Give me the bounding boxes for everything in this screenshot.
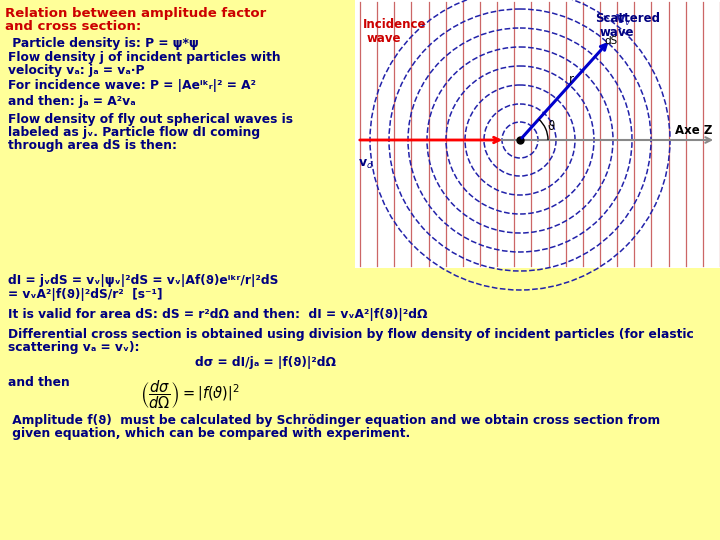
Text: r: r — [569, 73, 574, 86]
Text: and then: and then — [8, 376, 70, 389]
Text: V$_v$: V$_v$ — [616, 12, 632, 28]
Text: v$_d$: v$_d$ — [358, 158, 374, 171]
Text: For incidence wave: P = |Aeⁱᵏᵣ|² = A²: For incidence wave: P = |Aeⁱᵏᵣ|² = A² — [8, 79, 256, 92]
Text: labeled as jᵥ. Particle flow dI coming: labeled as jᵥ. Particle flow dI coming — [8, 126, 260, 139]
Text: scattering vₐ = vᵥ):: scattering vₐ = vᵥ): — [8, 341, 140, 354]
Text: dS: dS — [605, 36, 618, 46]
Text: Incidence: Incidence — [363, 18, 426, 31]
Bar — [355, 0, 720, 268]
Text: dσ = dI/jₐ = |f(ϑ)|²dΩ: dσ = dI/jₐ = |f(ϑ)|²dΩ — [195, 356, 336, 369]
Text: dI = jᵥdS = vᵥ|ψᵥ|²dS = vᵥ|Af(ϑ)eⁱᵏʳ/r|²dS: dI = jᵥdS = vᵥ|ψᵥ|²dS = vᵥ|Af(ϑ)eⁱᵏʳ/r|²… — [8, 274, 279, 287]
Text: Axe Z: Axe Z — [675, 124, 712, 137]
Text: wave: wave — [367, 32, 402, 45]
Text: wave: wave — [600, 26, 634, 39]
Text: and cross section:: and cross section: — [5, 20, 141, 33]
Text: Flow density j of incident particles with: Flow density j of incident particles wit… — [8, 51, 281, 64]
Text: Relation between amplitude factor: Relation between amplitude factor — [5, 7, 266, 20]
Text: Differential cross section is obtained using division by flow density of inciden: Differential cross section is obtained u… — [8, 328, 694, 341]
Text: velocity vₐ: jₐ = vₐ·P: velocity vₐ: jₐ = vₐ·P — [8, 64, 145, 77]
Text: through area dS is then:: through area dS is then: — [8, 139, 177, 152]
Text: and then: jₐ = A²vₐ: and then: jₐ = A²vₐ — [8, 95, 135, 108]
Text: Flow density of fly out spherical waves is: Flow density of fly out spherical waves … — [8, 113, 293, 126]
Text: $\left(\dfrac{d\sigma}{d\Omega}\right) = \left|f(\vartheta)\right|^2$: $\left(\dfrac{d\sigma}{d\Omega}\right) =… — [140, 378, 240, 410]
Text: It is valid for area dS: dS = r²dΩ and then:  dI = vᵥA²|f(ϑ)|²dΩ: It is valid for area dS: dS = r²dΩ and t… — [8, 308, 428, 321]
Text: = vᵥA²|f(ϑ)|²dS/r²  [s⁻¹]: = vᵥA²|f(ϑ)|²dS/r² [s⁻¹] — [8, 288, 163, 301]
Text: given equation, which can be compared with experiment.: given equation, which can be compared wi… — [8, 427, 410, 440]
Text: Scattered: Scattered — [595, 12, 660, 25]
Text: Amplitude f(ϑ)  must be calculated by Schrödinger equation and we obtain cross s: Amplitude f(ϑ) must be calculated by Sch… — [8, 414, 660, 427]
Text: Particle density is: P = ψ*ψ: Particle density is: P = ψ*ψ — [8, 37, 199, 50]
Text: ϑ: ϑ — [547, 120, 554, 133]
